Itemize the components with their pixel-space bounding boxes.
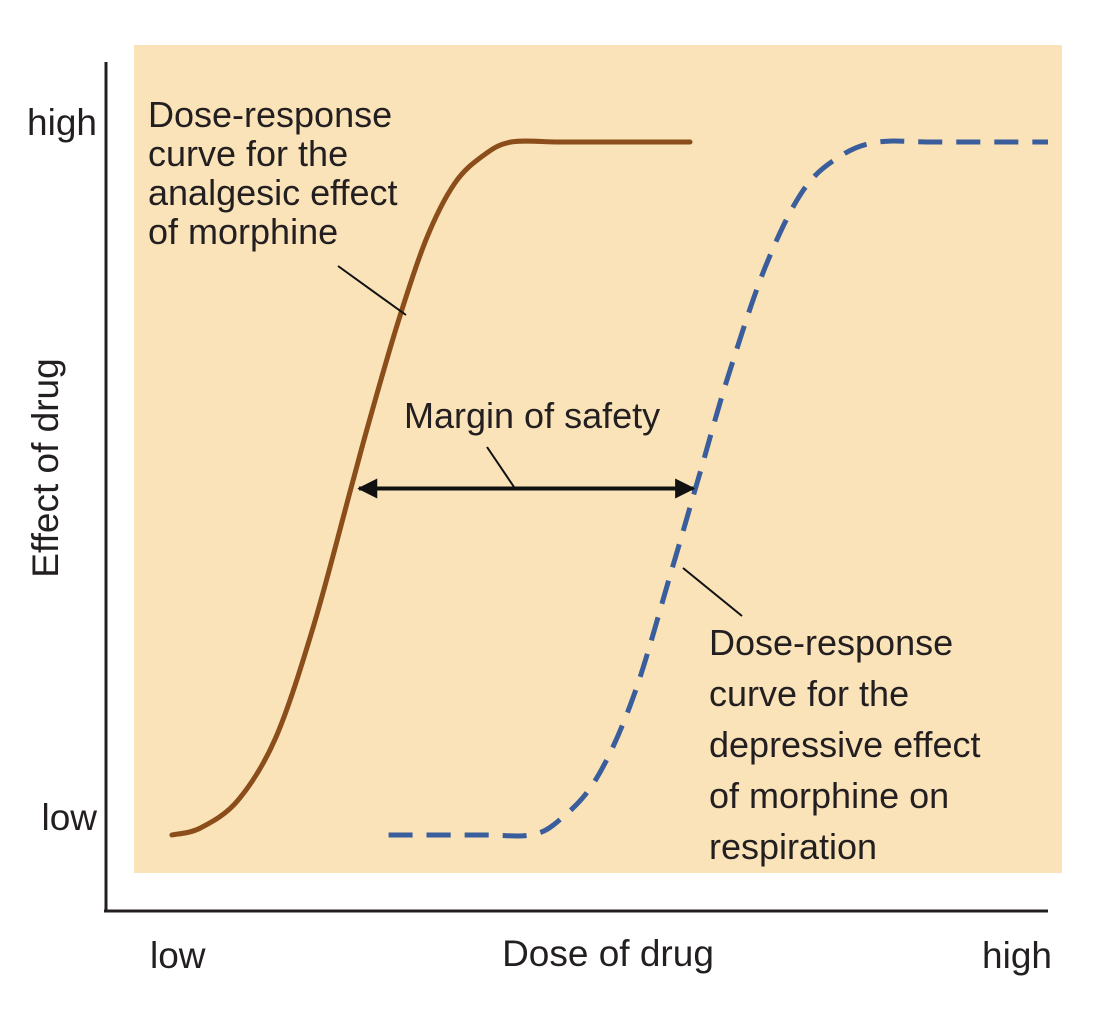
respiratory-label-line-4: of morphine on <box>709 775 949 816</box>
analgesic-label-line-4: of morphine <box>148 211 338 252</box>
margin-of-safety-label: Margin of safety <box>404 395 660 436</box>
respiratory-leader-line <box>682 567 743 617</box>
respiratory-label-line-3: depressive effect <box>709 724 981 765</box>
plot-background <box>134 45 1062 873</box>
analgesic-label-line-2: curve for the <box>148 133 348 174</box>
x-axis-title: Dose of drug <box>502 933 714 974</box>
y-tick-label-high: high <box>27 102 97 143</box>
analgesic-curve-label: Dose-response curve for the analgesic ef… <box>148 94 408 252</box>
analgesic-label-line-1: Dose-response <box>148 94 392 135</box>
x-tick-label-high: high <box>982 935 1052 976</box>
analgesic-curve <box>169 138 693 838</box>
respiratory-label-line-1: Dose-response <box>709 622 953 663</box>
analgesic-label-line-3: analgesic effect <box>148 172 398 213</box>
analgesic-leader-line <box>337 265 407 316</box>
x-tick-label-low: low <box>150 935 206 976</box>
y-tick-label-low: low <box>41 797 97 838</box>
respiratory-depression-curve <box>388 138 1048 839</box>
y-axis-title: Effect of drug <box>25 358 66 577</box>
respiratory-label-line-5: respiration <box>709 826 877 867</box>
respiratory-curve-label: Dose-response curve for the depressive e… <box>709 622 991 867</box>
respiratory-label-line-2: curve for the <box>709 673 909 714</box>
margin-leader-line <box>486 446 515 488</box>
